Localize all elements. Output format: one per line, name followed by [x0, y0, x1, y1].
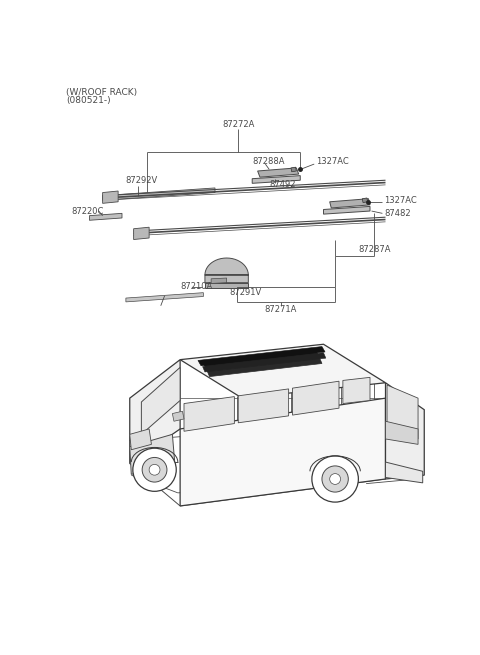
- Text: 87272A: 87272A: [222, 121, 254, 129]
- Polygon shape: [343, 377, 370, 403]
- Text: 87291V: 87291V: [229, 288, 261, 297]
- Polygon shape: [362, 198, 368, 202]
- Polygon shape: [330, 198, 370, 208]
- Circle shape: [149, 464, 160, 475]
- Polygon shape: [385, 421, 418, 444]
- Polygon shape: [203, 353, 326, 372]
- Text: 1327AC: 1327AC: [316, 157, 348, 166]
- Polygon shape: [211, 278, 227, 284]
- Polygon shape: [205, 258, 248, 283]
- Text: 87482: 87482: [384, 209, 410, 218]
- Circle shape: [312, 456, 359, 502]
- Polygon shape: [184, 397, 234, 431]
- Text: 87210A: 87210A: [180, 282, 212, 291]
- Text: 87271A: 87271A: [264, 305, 297, 314]
- Polygon shape: [130, 434, 175, 474]
- Polygon shape: [89, 214, 122, 220]
- Polygon shape: [387, 385, 418, 439]
- Polygon shape: [130, 429, 152, 450]
- Text: 87220C: 87220C: [72, 206, 104, 215]
- Polygon shape: [385, 462, 423, 483]
- Circle shape: [133, 448, 176, 491]
- Polygon shape: [103, 191, 118, 203]
- Polygon shape: [252, 176, 300, 183]
- Text: H: H: [141, 451, 146, 460]
- Polygon shape: [258, 168, 299, 177]
- Text: 87288A: 87288A: [252, 157, 285, 166]
- Polygon shape: [198, 346, 325, 365]
- Text: 87287A: 87287A: [359, 245, 391, 254]
- Polygon shape: [205, 283, 248, 288]
- Polygon shape: [180, 398, 385, 506]
- Polygon shape: [385, 383, 424, 479]
- Polygon shape: [324, 206, 370, 214]
- Text: (080521-): (080521-): [66, 96, 111, 105]
- Polygon shape: [180, 345, 385, 398]
- Polygon shape: [130, 360, 180, 464]
- Polygon shape: [292, 381, 339, 415]
- Polygon shape: [207, 358, 322, 377]
- Polygon shape: [142, 367, 180, 434]
- Polygon shape: [238, 389, 288, 422]
- Polygon shape: [172, 411, 184, 421]
- Circle shape: [330, 474, 340, 485]
- Text: (W/ROOF RACK): (W/ROOF RACK): [66, 88, 137, 97]
- Polygon shape: [291, 167, 296, 172]
- Circle shape: [142, 457, 167, 482]
- Text: 1327AC: 1327AC: [384, 196, 417, 205]
- Text: 87492: 87492: [269, 180, 296, 189]
- Polygon shape: [204, 350, 320, 371]
- Polygon shape: [103, 188, 215, 200]
- Text: 87292V: 87292V: [126, 176, 158, 185]
- Polygon shape: [133, 227, 149, 240]
- Circle shape: [322, 466, 348, 492]
- Polygon shape: [126, 293, 204, 302]
